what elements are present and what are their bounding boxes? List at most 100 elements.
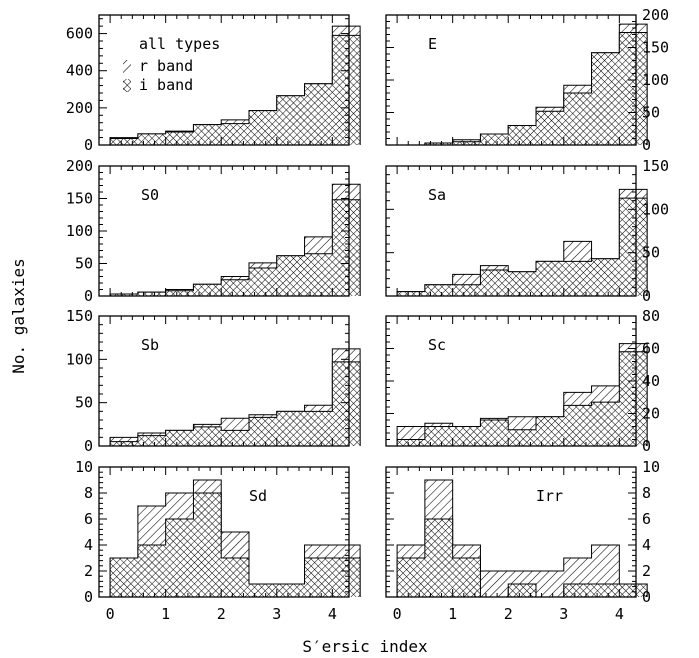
bar-i-band-1 xyxy=(424,519,453,597)
legend-label-r-band: r band xyxy=(139,57,193,75)
bar-i-band-8 xyxy=(619,32,648,145)
bar-r-band-3 xyxy=(480,571,509,597)
bar-i-band-3 xyxy=(480,420,509,446)
y-tick-label: 100 xyxy=(66,222,93,240)
panel-frame xyxy=(385,466,637,598)
y-tick-label: 0 xyxy=(642,437,651,455)
y-tick-label: 200 xyxy=(66,99,93,117)
bar-i-band-1 xyxy=(424,426,453,446)
panel-frame xyxy=(385,165,637,297)
y-tick-label: 4 xyxy=(84,536,93,554)
bar-i-band-3 xyxy=(193,284,222,296)
legend-swatch-i-band xyxy=(123,79,131,92)
x-tick-label: 2 xyxy=(217,605,226,623)
y-tick-label: 4 xyxy=(642,536,651,554)
y-tick-label: 0 xyxy=(642,136,651,154)
bar-i-band-7 xyxy=(591,402,620,446)
x-tick-label: 3 xyxy=(559,605,568,623)
y-tick-label: 150 xyxy=(66,190,93,208)
bar-i-band-6 xyxy=(276,584,305,597)
bar-i-band-2 xyxy=(165,519,194,597)
y-tick-label: 6 xyxy=(84,510,93,528)
bar-i-band-8 xyxy=(332,199,361,296)
y-tick-label: 200 xyxy=(66,157,93,175)
panel-sb: 0 50 100 150 Sb xyxy=(66,307,361,455)
bar-i-band-3 xyxy=(193,426,222,446)
y-tick-label: 400 xyxy=(66,62,93,80)
x-axis-label: S′ersic index xyxy=(302,637,428,656)
panel-label: S0 xyxy=(141,186,159,204)
bar-i-band-5 xyxy=(536,261,564,296)
y-tick-label: 50 xyxy=(642,244,660,262)
bar-i-band-7 xyxy=(591,258,620,296)
y-tick-label: 150 xyxy=(642,39,669,57)
panel-sd: 0 2 4 6 8 10 0 1 2 3 4 Sd xyxy=(75,458,361,623)
bar-i-band-4 xyxy=(508,584,536,597)
histogram-outline-i xyxy=(396,351,648,446)
y-tick-label: 10 xyxy=(642,458,660,476)
legend-label-i-band: i band xyxy=(139,76,193,94)
bar-i-band-3 xyxy=(193,493,222,597)
bar-i-band-0 xyxy=(397,558,425,597)
bar-i-band-6 xyxy=(276,95,305,145)
histogram-outline-i xyxy=(109,492,361,597)
bar-i-band-7 xyxy=(304,253,333,296)
bar-i-band-2 xyxy=(165,430,194,446)
bar-i-band-8 xyxy=(332,361,361,446)
y-tick-label: 150 xyxy=(66,307,93,325)
y-tick-label: 0 xyxy=(84,136,93,154)
bar-i-band-3 xyxy=(193,124,222,145)
bar-i-band-6 xyxy=(563,261,592,296)
panel-label: all types xyxy=(139,35,220,53)
x-tick-label: 3 xyxy=(272,605,281,623)
y-tick-label: 50 xyxy=(642,104,660,122)
bar-i-band-1 xyxy=(137,292,166,296)
histogram-outline-i xyxy=(109,34,361,145)
bar-i-band-0 xyxy=(397,291,425,296)
panel-label: E xyxy=(428,35,437,53)
y-tick-label: 100 xyxy=(642,71,669,89)
y-tick-label: 600 xyxy=(66,25,93,43)
x-tick-label: 1 xyxy=(448,605,457,623)
bar-i-band-2 xyxy=(452,284,481,296)
x-tick-label: 4 xyxy=(615,605,624,623)
bar-i-band-0 xyxy=(110,558,138,597)
bar-i-band-4 xyxy=(508,429,536,446)
bar-i-band-5 xyxy=(536,111,564,145)
bar-i-band-2 xyxy=(452,426,481,446)
y-tick-label: 60 xyxy=(642,340,660,358)
y-tick-label: 50 xyxy=(75,255,93,273)
bar-i-band-4 xyxy=(508,125,536,145)
panel-label: Irr xyxy=(536,487,563,505)
panel-frame xyxy=(98,315,350,447)
bar-i-band-0 xyxy=(110,138,138,145)
y-tick-label: 2 xyxy=(84,562,93,580)
bar-i-band-4 xyxy=(221,279,249,296)
y-tick-label: 100 xyxy=(66,350,93,368)
y-tick-label: 2 xyxy=(642,562,651,580)
bar-i-band-5 xyxy=(249,417,277,446)
y-tick-label: 0 xyxy=(84,437,93,455)
panel-label: Sc xyxy=(428,336,446,354)
y-tick-label: 8 xyxy=(84,484,93,502)
bar-i-band-8 xyxy=(332,558,361,597)
panel-frame xyxy=(98,14,350,146)
y-tick-label: 50 xyxy=(75,394,93,412)
bar-i-band-7 xyxy=(304,83,333,145)
bar-i-band-3 xyxy=(480,133,509,145)
bar-r-band-5 xyxy=(536,571,564,597)
bar-i-band-8 xyxy=(619,351,648,446)
bar-i-band-1 xyxy=(424,143,453,145)
x-tick-label: 0 xyxy=(393,605,402,623)
panel-e: 0 50 100 150 200 E xyxy=(385,6,669,154)
histogram-outline-i xyxy=(109,199,361,296)
y-tick-label: 20 xyxy=(642,405,660,423)
bar-i-band-8 xyxy=(332,35,361,145)
y-axis-label: No. galaxies xyxy=(9,258,28,374)
bar-i-band-7 xyxy=(591,584,620,597)
bar-i-band-4 xyxy=(221,123,249,145)
y-tick-label: 150 xyxy=(642,157,669,175)
y-tick-label: 0 xyxy=(642,588,651,606)
